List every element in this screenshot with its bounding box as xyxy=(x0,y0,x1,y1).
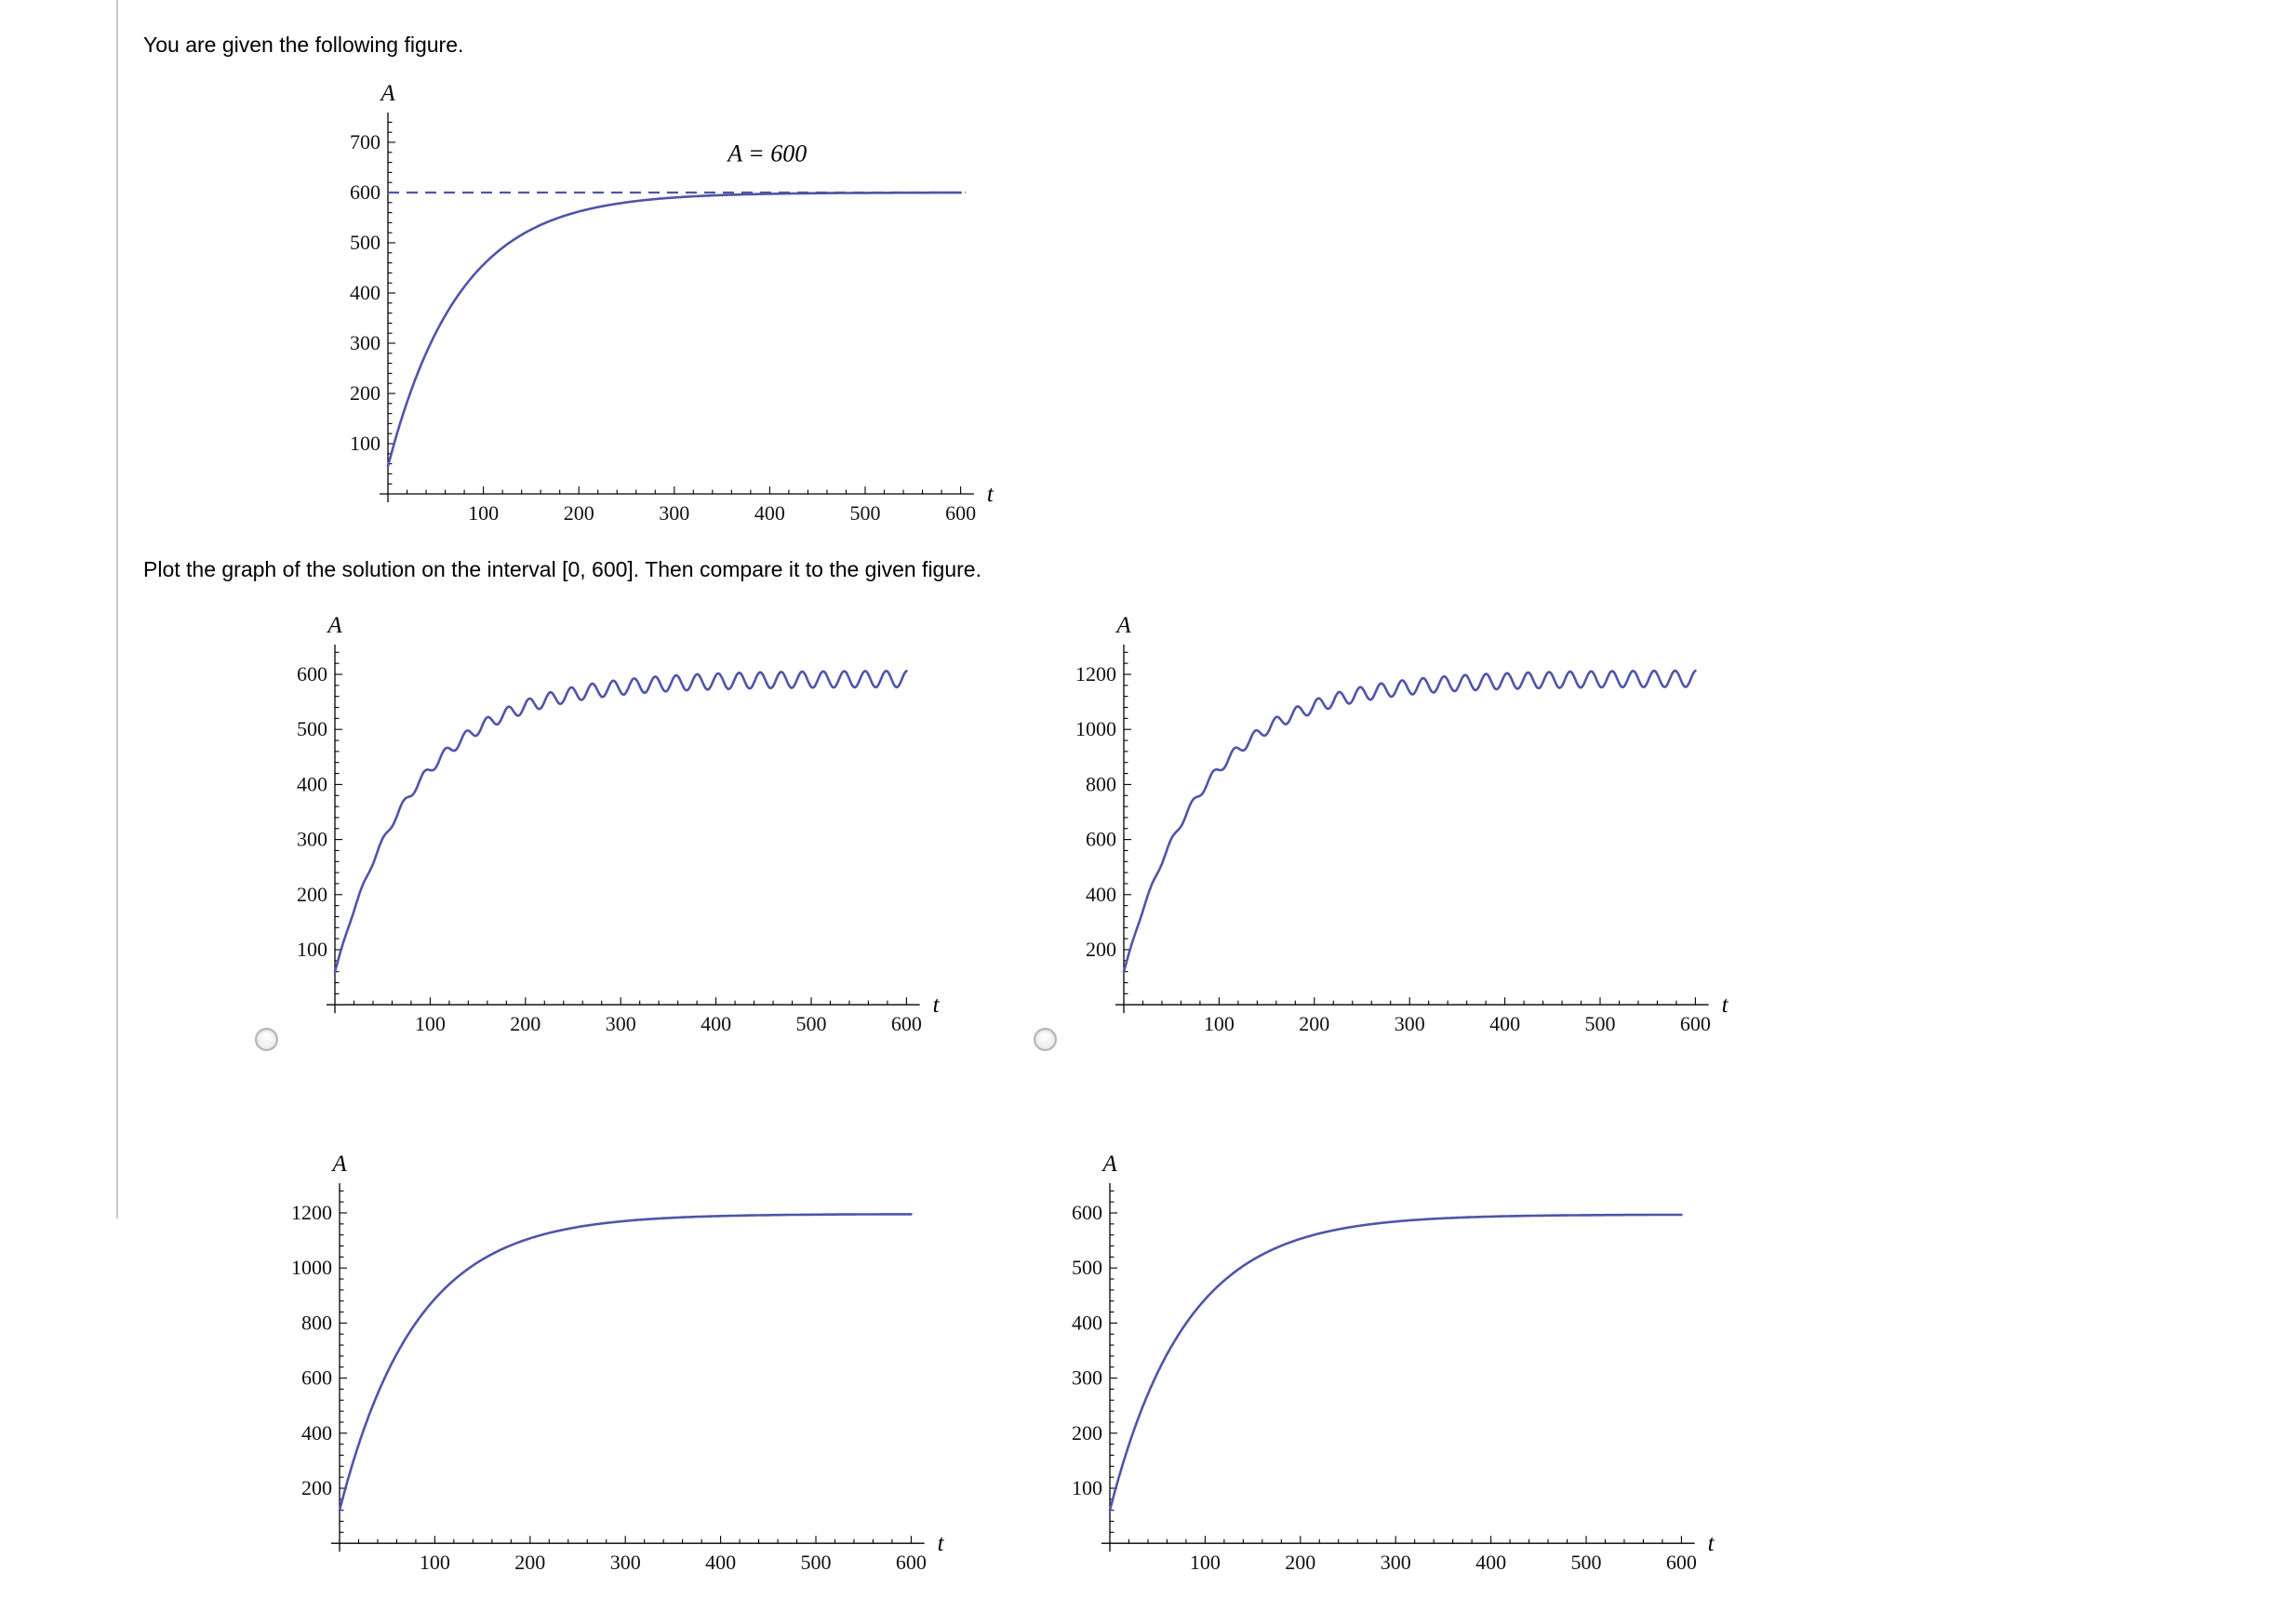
svg-text:500: 500 xyxy=(350,231,380,254)
svg-text:500: 500 xyxy=(1571,1551,1602,1574)
svg-text:100: 100 xyxy=(415,1012,446,1035)
solution-curve xyxy=(386,191,962,468)
svg-text:500: 500 xyxy=(297,717,327,740)
answer-radio-option-1[interactable] xyxy=(255,1028,278,1051)
svg-text:300: 300 xyxy=(610,1551,641,1574)
solution-curve xyxy=(338,1213,913,1511)
svg-text:1000: 1000 xyxy=(1075,717,1116,740)
svg-text:400: 400 xyxy=(701,1012,731,1035)
svg-text:800: 800 xyxy=(301,1311,332,1334)
y-axis-label: A xyxy=(379,81,395,106)
svg-text:200: 200 xyxy=(1285,1551,1315,1574)
svg-text:200: 200 xyxy=(1086,938,1116,961)
y-axis-label: A xyxy=(1101,1152,1117,1177)
svg-text:500: 500 xyxy=(801,1551,832,1574)
answer-radio-option-2[interactable] xyxy=(1034,1028,1057,1051)
svg-text:500: 500 xyxy=(796,1012,827,1035)
svg-text:400: 400 xyxy=(754,501,785,525)
svg-text:400: 400 xyxy=(301,1421,332,1445)
x-axis-label: t xyxy=(933,992,941,1018)
svg-text:400: 400 xyxy=(350,281,380,304)
svg-text:200: 200 xyxy=(510,1012,541,1035)
svg-text:200: 200 xyxy=(1299,1012,1329,1035)
svg-text:300: 300 xyxy=(659,501,689,525)
svg-text:400: 400 xyxy=(705,1551,736,1574)
svg-text:100: 100 xyxy=(1190,1551,1221,1574)
svg-text:600: 600 xyxy=(896,1551,927,1574)
svg-text:300: 300 xyxy=(1381,1551,1411,1574)
svg-text:600: 600 xyxy=(1086,828,1116,851)
svg-text:400: 400 xyxy=(1072,1311,1102,1334)
x-axis-label: t xyxy=(1722,992,1729,1018)
svg-text:400: 400 xyxy=(1489,1012,1520,1035)
svg-text:600: 600 xyxy=(1072,1201,1102,1224)
x-axis-label: t xyxy=(987,482,994,507)
answer-plot-option-3-partial: 200 400 600 800 1000 1200 100 200 300 400 500 600 At xyxy=(291,1152,945,1574)
x-axis-label: t xyxy=(938,1531,945,1556)
svg-text:100: 100 xyxy=(297,938,327,961)
svg-text:200: 200 xyxy=(297,883,327,906)
left-page-border xyxy=(116,0,118,1218)
svg-text:600: 600 xyxy=(301,1366,332,1390)
svg-text:600: 600 xyxy=(1666,1551,1697,1574)
svg-text:600: 600 xyxy=(350,180,380,204)
svg-text:100: 100 xyxy=(350,432,380,455)
svg-text:200: 200 xyxy=(350,381,380,405)
answer-plot-option-1: 100 200 300 400 500 600 100 200 300 400 500 600 At xyxy=(297,613,941,1035)
svg-text:1000: 1000 xyxy=(291,1256,332,1279)
svg-text:100: 100 xyxy=(420,1551,450,1574)
svg-text:700: 700 xyxy=(350,130,380,153)
svg-text:100: 100 xyxy=(468,501,499,525)
svg-text:800: 800 xyxy=(1086,772,1116,795)
svg-text:500: 500 xyxy=(850,501,881,525)
svg-text:600: 600 xyxy=(1680,1012,1711,1035)
svg-text:200: 200 xyxy=(1072,1421,1102,1445)
svg-text:400: 400 xyxy=(1475,1551,1506,1574)
solution-curve xyxy=(1122,669,1697,973)
svg-text:600: 600 xyxy=(891,1012,922,1035)
given-figure-plot: 100 200 300 400 500 600 700 100 200 300 400 500 600 A… xyxy=(350,81,994,525)
svg-text:1200: 1200 xyxy=(1075,662,1116,686)
svg-text:200: 200 xyxy=(301,1476,332,1499)
svg-text:300: 300 xyxy=(350,331,380,354)
y-axis-label: A xyxy=(330,1152,347,1177)
svg-text:300: 300 xyxy=(297,828,327,851)
y-axis-label: A xyxy=(1115,613,1131,638)
solution-curve xyxy=(333,670,908,973)
asymptote-annotation: A = 600 xyxy=(726,140,807,167)
svg-text:100: 100 xyxy=(1204,1012,1235,1035)
svg-text:200: 200 xyxy=(514,1551,545,1574)
svg-text:400: 400 xyxy=(297,772,327,795)
svg-text:600: 600 xyxy=(297,662,327,686)
svg-text:400: 400 xyxy=(1086,883,1116,906)
answer-plot-option-2: 200 400 600 800 1000 1200 100 200 300 400 500 600 At xyxy=(1075,613,1729,1035)
svg-text:1200: 1200 xyxy=(291,1201,332,1224)
svg-text:100: 100 xyxy=(1072,1476,1102,1499)
svg-text:500: 500 xyxy=(1072,1256,1102,1279)
y-axis-label: A xyxy=(326,613,342,638)
solution-curve xyxy=(1108,1213,1683,1511)
question-intro-text: You are given the following figure. xyxy=(143,33,464,57)
svg-text:200: 200 xyxy=(564,501,594,525)
svg-text:300: 300 xyxy=(606,1012,636,1035)
question-instruction-text: Plot the graph of the solution on the in… xyxy=(143,557,981,581)
svg-text:600: 600 xyxy=(945,501,976,525)
svg-text:300: 300 xyxy=(1395,1012,1425,1035)
svg-text:300: 300 xyxy=(1072,1366,1102,1390)
svg-text:500: 500 xyxy=(1585,1012,1616,1035)
x-axis-label: t xyxy=(1708,1531,1715,1556)
answer-plot-option-4-partial: 100 200 300 400 500 600 100 200 300 400 500 600 At xyxy=(1072,1152,1715,1574)
